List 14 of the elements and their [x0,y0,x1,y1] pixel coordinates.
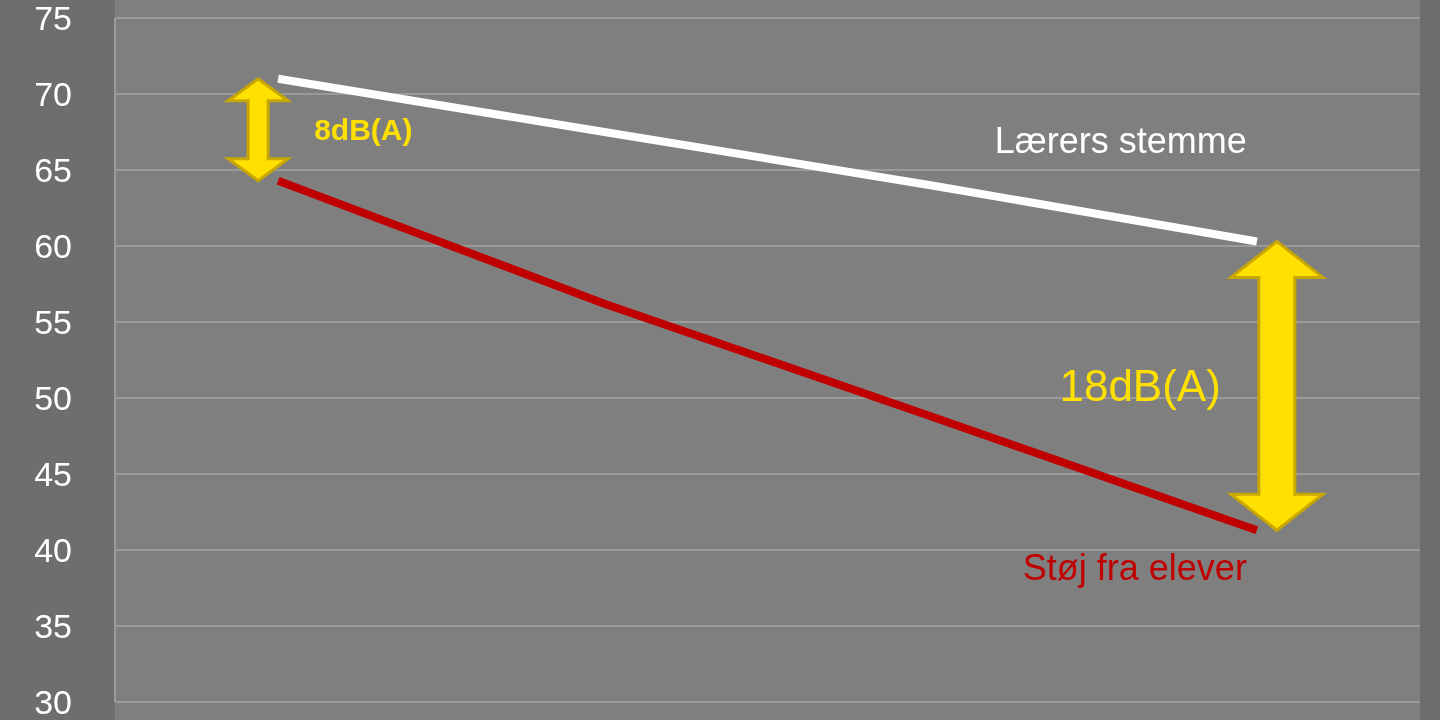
y-tick-label: 35 [34,606,72,645]
y-tick-label: 50 [34,378,72,417]
annotation: 18dB(A) [1059,361,1221,411]
y-tick-label: 55 [34,302,72,341]
y-tick-label: 30 [34,682,72,720]
annotation: 8dB(A) [314,113,413,147]
series-label: Lærers stemme [994,120,1247,162]
y-tick-label: 45 [34,454,72,493]
y-tick-label: 75 [34,0,72,37]
y-tick-label: 70 [34,74,72,113]
series-label: Støj fra elever [1022,547,1247,589]
y-tick-label: 40 [34,530,72,569]
y-tick-label: 60 [34,226,72,265]
y-tick-label: 65 [34,150,72,189]
